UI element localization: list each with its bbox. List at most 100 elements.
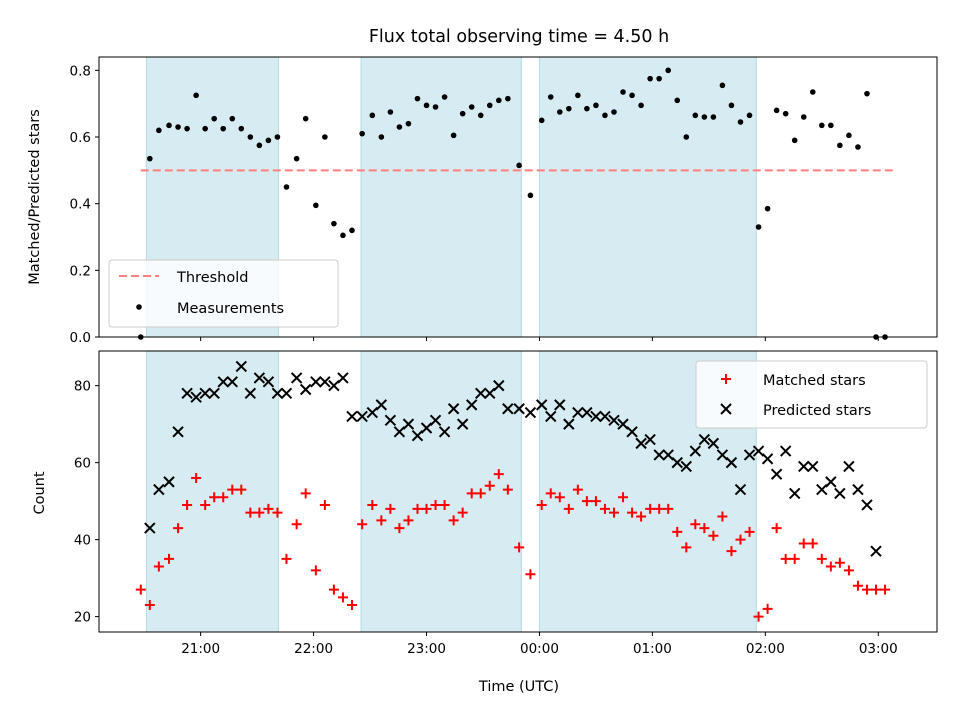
measurement-point	[629, 92, 635, 99]
legend-measurement-label: Measurements	[177, 301, 284, 317]
predicted-star-point	[493, 379, 505, 392]
x-tick-label: 22:00	[294, 641, 333, 657]
measurement-point	[575, 92, 581, 99]
matched-star-point	[153, 561, 164, 572]
top-panel: 0.00.20.40.60.8 Matched/Predicted stars …	[27, 56, 938, 346]
measurement-point	[405, 120, 412, 127]
legend-box	[108, 259, 339, 328]
legend-matched-swatch	[721, 374, 731, 384]
measurement-point	[322, 134, 328, 140]
top-y-axis-label: Matched/Predicted stars	[27, 109, 43, 285]
predicted-star-point	[770, 468, 783, 480]
measurement-point	[486, 102, 493, 109]
y-tick-label: 0.6	[70, 130, 91, 146]
y-tick-label: 40	[74, 533, 91, 549]
shaded-interval	[360, 350, 522, 633]
measurement-point	[864, 90, 870, 97]
predicted-star-point	[816, 483, 828, 496]
predicted-star-point	[743, 449, 756, 461]
matched-star-point	[816, 553, 827, 564]
measurement-point	[229, 115, 236, 122]
predicted-star-point	[271, 387, 284, 400]
bottom-y-axis: 20 40 60 80	[74, 379, 99, 626]
matched-star-point	[439, 499, 450, 510]
measurement-point	[728, 102, 735, 109]
matched-star-point	[762, 603, 773, 614]
y-tick-label: 80	[74, 379, 91, 395]
matched-star-point	[807, 538, 818, 549]
predicted-star-point	[626, 426, 638, 438]
matched-star-point	[484, 480, 495, 491]
top-shaded-intervals	[145, 56, 757, 338]
measurement-point	[602, 112, 608, 119]
measurement-point	[202, 125, 208, 132]
measurement-point	[538, 117, 545, 124]
measurement-points	[137, 67, 888, 340]
matched-star-point	[367, 499, 378, 510]
measurement-point	[837, 142, 843, 149]
matched-star-point	[672, 526, 683, 537]
x-tick-label: 01:00	[633, 641, 672, 657]
top-x-ticks	[200, 337, 879, 341]
measurement-point	[414, 95, 421, 102]
matched-star-point	[291, 519, 302, 530]
predicted-star-point	[319, 376, 331, 388]
measurement-point	[247, 134, 254, 140]
measurement-point	[638, 102, 644, 109]
predicted-star-point	[163, 476, 175, 488]
matched-star-point	[182, 499, 193, 510]
matched-star-point	[789, 553, 800, 564]
predicted-star-point	[465, 399, 478, 411]
predicted-star-point	[807, 460, 819, 473]
matched-star-point	[144, 600, 155, 611]
predicted-star-point	[262, 376, 275, 388]
matched-star-point	[717, 511, 728, 522]
legend-box	[695, 360, 928, 429]
predicted-star-point	[429, 414, 442, 426]
predicted-star-point	[698, 433, 711, 446]
x-axis-label: Time (UTC)	[478, 679, 559, 695]
predicted-star-point	[484, 387, 496, 400]
matched-star-point	[843, 565, 854, 576]
measurement-point	[746, 112, 753, 119]
matched-star-point	[328, 584, 339, 595]
measurement-point	[265, 137, 272, 144]
y-tick-label: 0.8	[70, 63, 91, 79]
matched-star-point	[825, 561, 836, 572]
measurement-point	[516, 162, 522, 169]
predicted-star-point	[290, 372, 303, 384]
matched-star-point	[708, 530, 719, 541]
predicted-star-point	[356, 410, 368, 423]
matched-star-point	[753, 611, 764, 622]
matched-star-point	[834, 557, 845, 568]
matched-star-point	[457, 507, 468, 518]
measurement-point	[184, 125, 190, 132]
top-legend: Threshold Measurements	[108, 259, 339, 328]
matched-star-point	[744, 526, 755, 537]
measurement-point	[396, 124, 403, 130]
predicted-star-point	[181, 387, 193, 400]
matched-star-point	[346, 600, 357, 611]
bottom-axes-frame	[98, 350, 938, 633]
measurement-point	[274, 134, 281, 140]
matched-star-point	[618, 492, 629, 503]
matched-star-point	[173, 523, 184, 534]
measurement-point	[665, 67, 672, 74]
predicted-star-point	[253, 372, 266, 384]
matched-star-point	[421, 503, 432, 514]
measurement-point	[468, 104, 475, 110]
measurement-point	[584, 105, 590, 112]
measurement-point	[359, 130, 365, 137]
matched-star-point	[448, 515, 459, 526]
predicted-star-point	[536, 399, 548, 411]
predicted-star-point	[635, 437, 647, 450]
matched-star-point	[690, 519, 701, 530]
predicted-star-point	[554, 399, 566, 411]
matched-star-point	[771, 523, 782, 534]
measurement-point	[156, 127, 162, 134]
predicted-star-point	[843, 460, 855, 473]
measurement-point	[211, 115, 217, 122]
x-tick-label: 23:00	[407, 641, 446, 657]
measurement-point	[547, 94, 554, 100]
measurement-point	[432, 104, 439, 110]
